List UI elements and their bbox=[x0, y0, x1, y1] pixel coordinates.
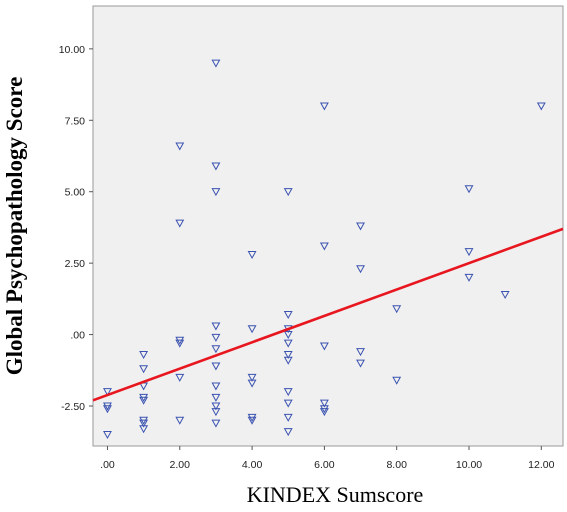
data-point bbox=[211, 382, 221, 391]
fit-line-layer bbox=[92, 227, 564, 402]
data-point bbox=[283, 413, 293, 422]
data-point bbox=[392, 305, 402, 314]
data-point bbox=[103, 405, 112, 414]
data-point bbox=[247, 416, 257, 425]
data-point bbox=[139, 365, 149, 374]
data-point bbox=[356, 265, 365, 274]
y-tick-label: 10.00 bbox=[59, 44, 85, 56]
data-point bbox=[283, 331, 293, 340]
y-tick-label: 7.50 bbox=[65, 115, 86, 127]
data-point bbox=[283, 356, 293, 365]
data-point bbox=[283, 339, 293, 348]
data-point bbox=[247, 373, 257, 382]
data-point bbox=[283, 188, 293, 197]
data-point bbox=[139, 419, 149, 428]
x-tick-label: 12.00 bbox=[528, 459, 554, 471]
data-point bbox=[175, 219, 185, 228]
data-point bbox=[319, 342, 329, 351]
x-tick-label: .00 bbox=[100, 459, 115, 471]
data-point bbox=[247, 251, 257, 260]
data-point bbox=[211, 188, 221, 197]
data-point bbox=[464, 248, 474, 257]
data-point bbox=[211, 345, 221, 354]
data-point bbox=[356, 222, 365, 231]
data-point bbox=[211, 362, 221, 371]
data-point bbox=[175, 373, 185, 382]
data-point bbox=[283, 399, 293, 408]
data-point bbox=[211, 419, 221, 428]
data-point bbox=[283, 351, 293, 360]
data-point bbox=[464, 273, 474, 282]
data-point bbox=[175, 416, 185, 425]
data-point bbox=[283, 311, 293, 320]
data-point bbox=[319, 102, 329, 111]
data-point bbox=[500, 291, 510, 300]
fit-line bbox=[92, 227, 564, 402]
data-point bbox=[175, 142, 185, 151]
data-point bbox=[103, 388, 112, 397]
data-point bbox=[139, 351, 149, 360]
data-point bbox=[247, 325, 257, 334]
data-point bbox=[319, 242, 329, 251]
y-tick-label: .00 bbox=[70, 330, 85, 342]
data-point bbox=[139, 425, 149, 434]
x-tick-label: 8.00 bbox=[386, 459, 407, 471]
y-tick-label: -2.50 bbox=[61, 401, 85, 413]
data-point bbox=[356, 359, 365, 368]
x-axis-ticks: .00 2.00 4.00 6.00 8.00 10.00 12.00 bbox=[100, 446, 555, 471]
x-tick-label: 2.00 bbox=[170, 459, 191, 471]
y-tick-label: 2.50 bbox=[65, 258, 86, 270]
data-points bbox=[103, 59, 546, 440]
y-tick-label: 5.00 bbox=[65, 187, 86, 199]
data-point bbox=[211, 162, 221, 171]
data-point bbox=[211, 333, 221, 342]
x-tick-label: 4.00 bbox=[242, 459, 263, 471]
x-tick-label: 6.00 bbox=[314, 459, 335, 471]
data-point bbox=[536, 102, 546, 111]
data-point bbox=[211, 322, 221, 331]
data-point bbox=[247, 379, 257, 388]
data-point bbox=[139, 396, 149, 405]
x-axis-title: KINDEX Sumscore bbox=[247, 482, 424, 507]
data-point bbox=[392, 376, 402, 385]
data-point bbox=[211, 402, 221, 411]
data-point bbox=[464, 185, 474, 194]
data-point bbox=[211, 393, 221, 402]
data-point bbox=[356, 348, 365, 357]
x-tick-label: 10.00 bbox=[456, 459, 482, 471]
data-point bbox=[103, 431, 112, 440]
data-point bbox=[319, 399, 329, 408]
y-axis-title: Global Psychopathology Score bbox=[2, 77, 27, 376]
data-point bbox=[175, 339, 185, 348]
data-point bbox=[211, 59, 221, 68]
data-point bbox=[283, 428, 293, 437]
plot-area bbox=[92, 5, 564, 447]
data-point bbox=[283, 388, 293, 397]
data-point bbox=[211, 408, 221, 417]
data-point bbox=[319, 408, 329, 417]
y-axis-ticks: -2.50 .00 2.50 5.00 7.50 10.00 bbox=[59, 44, 93, 413]
